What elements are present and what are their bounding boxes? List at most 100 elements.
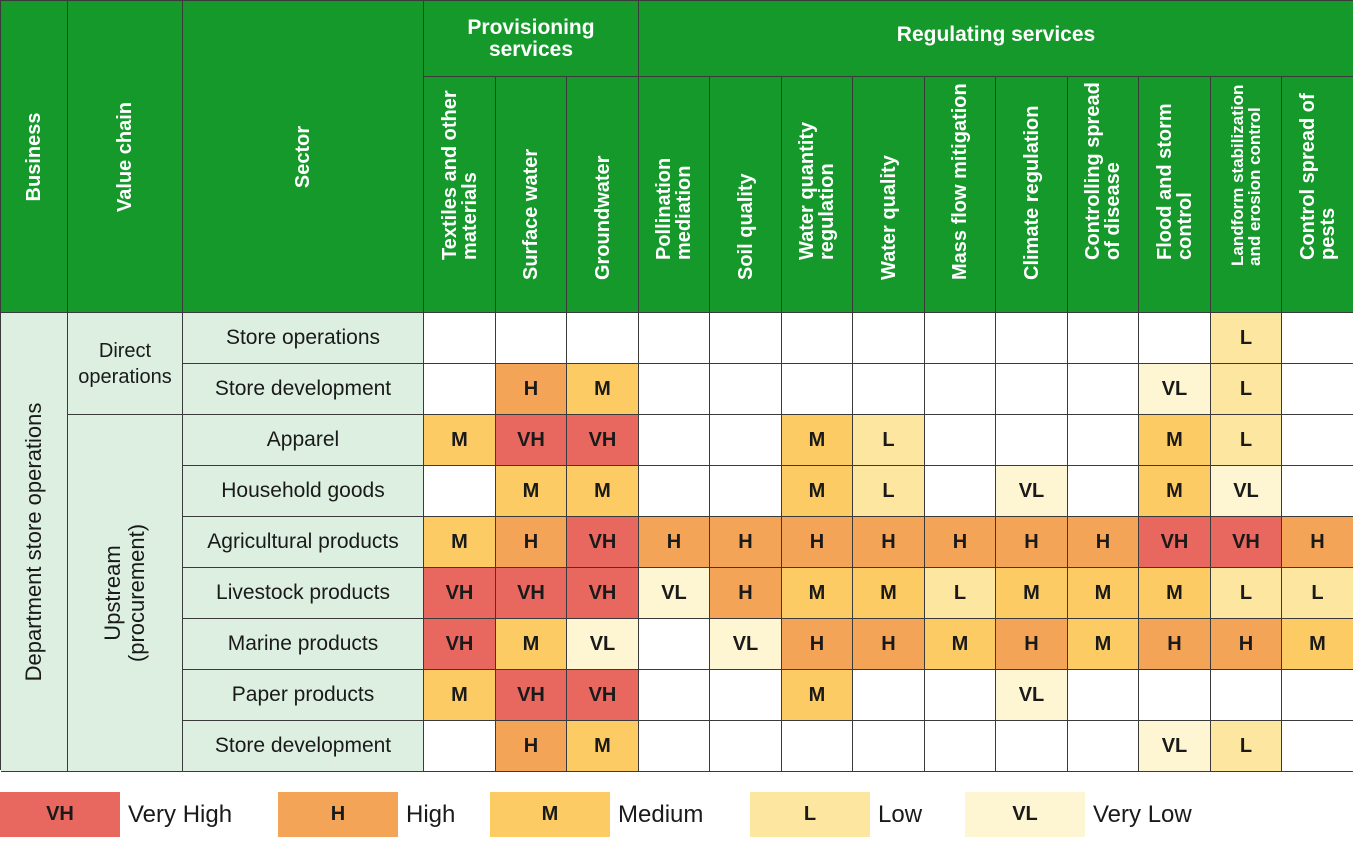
- service-column-header: Control spread of pests: [1282, 77, 1353, 313]
- rating-cell: VL: [710, 619, 782, 670]
- legend-item: VL Very Low: [965, 792, 1192, 837]
- rating-value: H: [523, 734, 539, 757]
- rating-cell: [853, 364, 925, 415]
- rating-value: VL: [1233, 479, 1259, 502]
- rating-cell: [925, 313, 996, 364]
- rating-cell: H: [1139, 619, 1211, 670]
- ecosystem-dependency-table: Business Value chain Sector Provisioning se…: [0, 0, 1353, 772]
- rating-cell: [782, 313, 853, 364]
- rating-cell: H: [496, 517, 567, 568]
- rating-cell: [639, 313, 710, 364]
- rating-cell: [1282, 721, 1353, 772]
- value-chain-label: Upstream (procurement): [100, 523, 149, 663]
- rating-cell: H: [1211, 619, 1282, 670]
- rating-cell: [639, 364, 710, 415]
- service-column-label: Water quantity regulation: [796, 121, 838, 260]
- business-header: Business: [1, 1, 68, 313]
- sector-label: Marine products: [227, 632, 379, 655]
- rating-value: VL: [732, 632, 759, 655]
- rating-value: H: [666, 530, 682, 553]
- rating-cell: [1068, 721, 1139, 772]
- rating-cell: H: [710, 517, 782, 568]
- rating-value: VL: [589, 632, 616, 655]
- rating-value: M: [808, 683, 826, 706]
- business-label: Department store operations: [21, 402, 46, 682]
- rating-cell: [1211, 670, 1282, 721]
- sector-cell: Apparel: [183, 415, 424, 466]
- rating-cell: VL: [996, 466, 1068, 517]
- sector-label: Store operations: [225, 326, 381, 349]
- rating-value: L: [1311, 581, 1324, 604]
- service-column-header: Pollination mediation: [639, 77, 710, 313]
- rating-cell: VL: [1139, 721, 1211, 772]
- rating-value: H: [1024, 632, 1039, 655]
- rating-cell: [567, 313, 639, 364]
- rating-value: M: [1166, 479, 1183, 502]
- rating-value: M: [951, 632, 969, 655]
- rating-cell: VH: [567, 415, 639, 466]
- legend-item: VH Very High: [0, 792, 232, 837]
- rating-cell: [424, 313, 496, 364]
- rating-cell: [639, 721, 710, 772]
- rating-value: M: [1166, 581, 1183, 604]
- sector-cell: Livestock products: [183, 568, 424, 619]
- legend-label: Very High: [128, 800, 233, 828]
- rating-value: VH: [1232, 530, 1260, 553]
- service-column-header: Textiles and other materials: [424, 77, 496, 313]
- sector-cell: Store operations: [183, 313, 424, 364]
- service-column-label: Water quality: [877, 155, 900, 280]
- sector-cell: Store development: [183, 721, 424, 772]
- service-column-header: Surface water: [496, 77, 567, 313]
- service-column-label: Flood and storm control: [1153, 103, 1196, 260]
- rating-cell: [1282, 466, 1353, 517]
- rating-cell: M: [1139, 415, 1211, 466]
- service-column-header: Controlling spread of disease: [1068, 77, 1139, 313]
- legend-swatch: H: [278, 792, 398, 837]
- rating-cell: M: [1282, 619, 1353, 670]
- legend-item: H High: [278, 792, 455, 837]
- rating-cell: H: [496, 364, 567, 415]
- rating-value: H: [881, 632, 896, 655]
- rating-value: VL: [1161, 377, 1188, 400]
- rating-cell: H: [710, 568, 782, 619]
- rating-cell: M: [1068, 568, 1139, 619]
- rating-cell: M: [782, 568, 853, 619]
- rating-value: L: [1239, 326, 1253, 349]
- rating-cell: VH: [1139, 517, 1211, 568]
- rating-value: M: [451, 683, 468, 706]
- legend-item: M Medium: [490, 792, 703, 837]
- service-column-label: Soil quality: [734, 173, 757, 280]
- rating-cell: [853, 721, 925, 772]
- rating-cell: [1282, 670, 1353, 721]
- service-column-header: Soil quality: [710, 77, 782, 313]
- value-chain-header: Value chain: [68, 1, 183, 313]
- service-column-label: Landform stabilization and erosion contro…: [1228, 84, 1264, 266]
- rating-cell: [1282, 313, 1353, 364]
- legend-item: L Low: [750, 792, 922, 837]
- sector-label: Household goods: [221, 479, 385, 502]
- rating-value: L: [882, 479, 895, 502]
- rating-cell: L: [1211, 721, 1282, 772]
- rating-value: H: [523, 377, 539, 400]
- rating-cell: [1139, 313, 1211, 364]
- rating-cell: L: [1211, 313, 1282, 364]
- service-column-header: Groundwater: [567, 77, 639, 313]
- rating-value: VL: [661, 581, 687, 604]
- rating-value: VL: [1018, 479, 1045, 502]
- rating-cell: L: [1211, 364, 1282, 415]
- rating-value: H: [523, 530, 539, 553]
- rating-value: L: [1239, 428, 1253, 451]
- rating-cell: [853, 313, 925, 364]
- sector-cell: Household goods: [183, 466, 424, 517]
- rating-cell: VH: [424, 568, 496, 619]
- service-group-label: Provisioning services: [467, 15, 595, 61]
- rating-cell: [424, 466, 496, 517]
- rating-cell: L: [925, 568, 996, 619]
- rating-value: L: [953, 581, 967, 604]
- rating-cell: M: [925, 619, 996, 670]
- rating-value: H: [809, 530, 825, 553]
- rating-value: H: [1167, 632, 1182, 655]
- rating-cell: VH: [567, 670, 639, 721]
- rating-cell: [925, 721, 996, 772]
- rating-cell: VH: [496, 568, 567, 619]
